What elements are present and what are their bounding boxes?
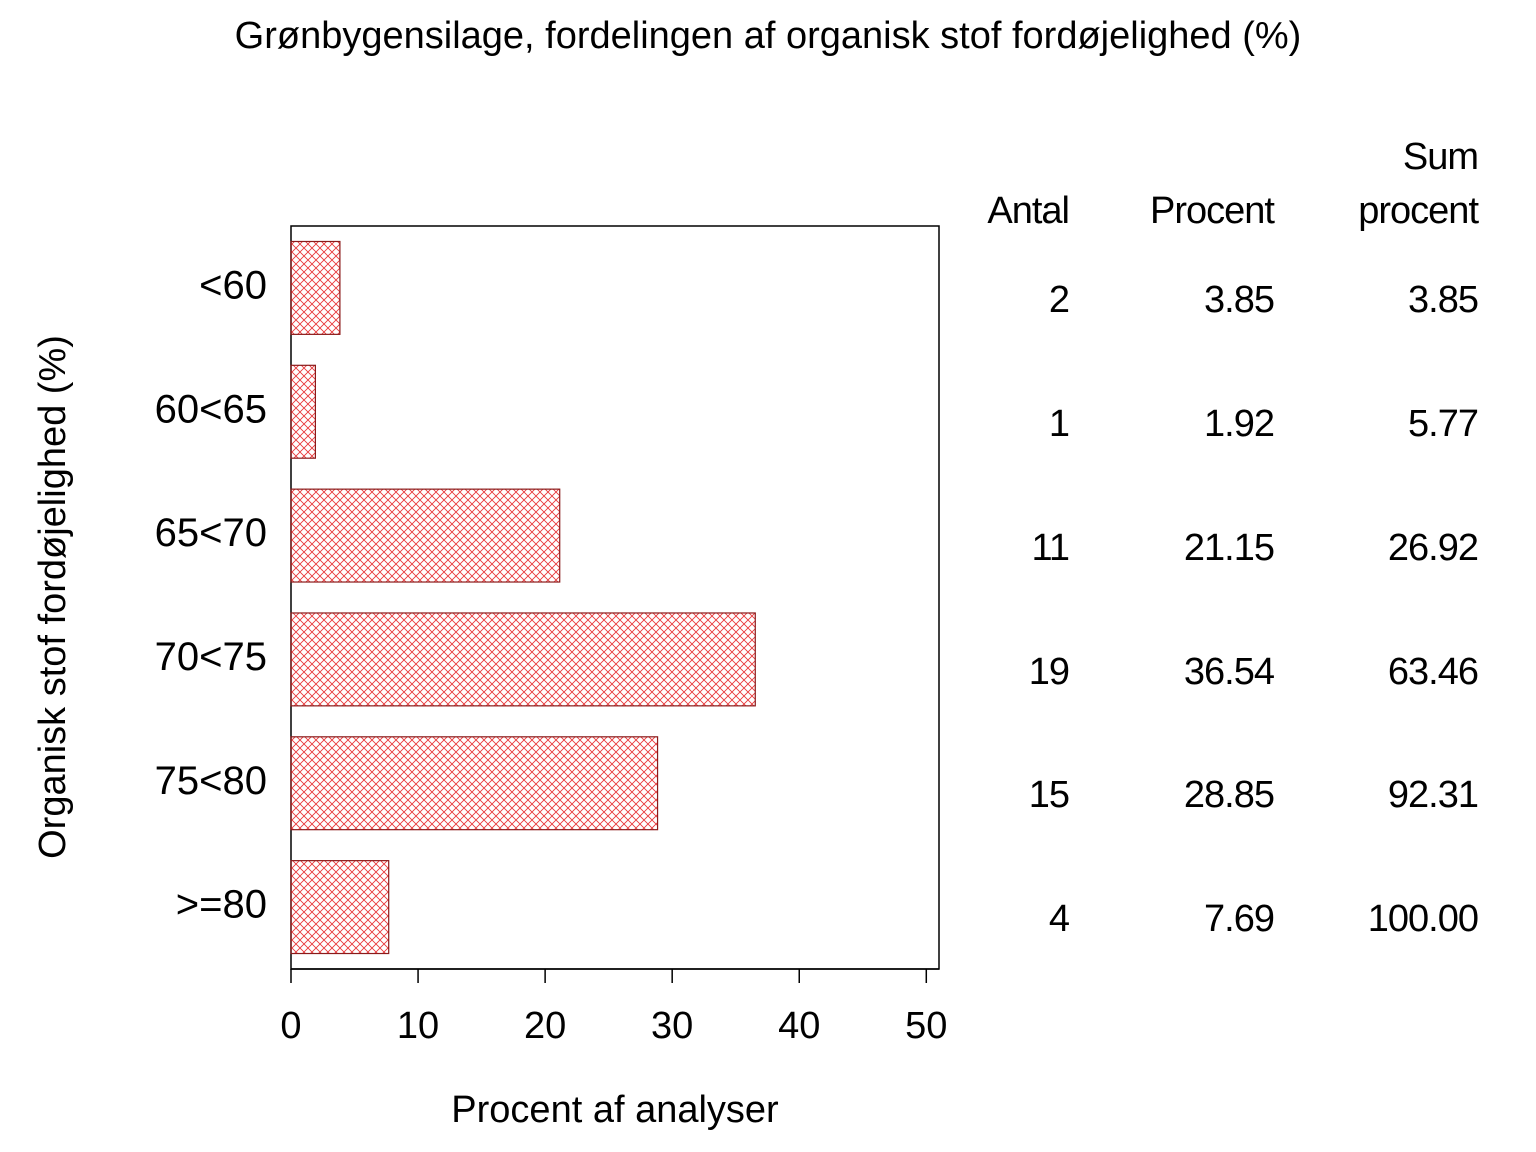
- count-cell: 15: [1028, 774, 1070, 817]
- table-header: Sum procent: [1358, 136, 1479, 232]
- count-cell: 1: [1048, 402, 1070, 445]
- bar: [290, 240, 341, 335]
- bar: [290, 364, 316, 459]
- percent-cell: 1.92: [1204, 402, 1275, 445]
- x-tick-label: 30: [651, 1005, 693, 1047]
- x-tick-label: 0: [280, 1005, 301, 1047]
- cumulative-cell: 26.92: [1387, 526, 1479, 569]
- cumulative-cell: 92.31: [1387, 774, 1479, 817]
- cumulative-cell: 100.00: [1367, 898, 1479, 941]
- count-cell: 2: [1048, 279, 1070, 321]
- cumulative-cell: 63.46: [1387, 650, 1479, 693]
- x-tick-label: 50: [905, 1005, 947, 1047]
- bar: [290, 736, 659, 831]
- cumulative-cell: 5.77: [1408, 402, 1479, 445]
- plot-frame: [290, 225, 940, 970]
- x-tick-label: 10: [397, 1005, 439, 1047]
- percent-cell: 7.69: [1204, 898, 1275, 941]
- bar: [290, 860, 390, 955]
- count-cell: 11: [1031, 526, 1070, 569]
- x-tick-label: 40: [778, 1005, 820, 1047]
- y-tick-label: 60<65: [155, 387, 267, 431]
- percent-cell: 28.85: [1183, 774, 1275, 817]
- count-cell: 4: [1048, 898, 1070, 941]
- table-header: Antal: [987, 190, 1070, 232]
- x-tick-label: 20: [524, 1005, 566, 1047]
- cumulative-cell: 3.85: [1408, 279, 1479, 321]
- y-tick-label: >=80: [176, 883, 267, 927]
- y-tick-label: 65<70: [155, 511, 267, 555]
- chart-title: Grønbygensilage, fordelingen af organisk…: [235, 15, 1302, 57]
- bar: [290, 612, 756, 707]
- y-tick-label: <60: [199, 263, 267, 307]
- y-tick-label: 70<75: [155, 635, 267, 679]
- count-cell: 19: [1028, 650, 1070, 693]
- table-header: Procent: [1150, 190, 1275, 232]
- percent-cell: 21.15: [1183, 526, 1275, 569]
- y-tick-label: 75<80: [155, 759, 267, 803]
- percent-cell: 36.54: [1183, 650, 1275, 693]
- percent-cell: 3.85: [1204, 279, 1275, 321]
- bar: [290, 488, 561, 583]
- x-axis-label: Procent af analyser: [451, 1089, 779, 1131]
- y-axis-label: Organisk stof fordøjelighed (%): [32, 335, 74, 859]
